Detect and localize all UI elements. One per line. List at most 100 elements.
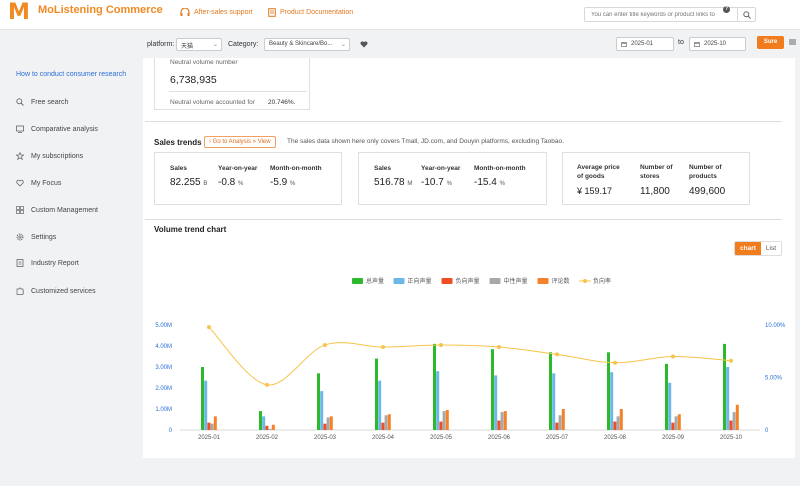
legend-label: 正向声量 xyxy=(408,277,432,285)
logo-icon[interactable]: M xyxy=(8,0,30,25)
docs-link[interactable]: Product Documentation xyxy=(268,8,353,17)
legend-label: 中性声量 xyxy=(504,277,528,285)
stores-label-line1: Number of xyxy=(640,164,673,171)
report-icon xyxy=(16,259,24,267)
search-field[interactable] xyxy=(584,7,756,22)
sidebar-item-my-subscriptions[interactable]: My subscriptions xyxy=(16,152,83,160)
line-point xyxy=(671,354,675,359)
yoy-unit: % xyxy=(446,181,452,187)
legend-swatch xyxy=(352,278,363,284)
main-content xyxy=(143,58,795,458)
stores-label: Number of stores xyxy=(640,163,673,181)
yoy-label: Year-on-year xyxy=(218,165,258,172)
compare-icon xyxy=(16,125,24,133)
start-date-picker[interactable]: 2025-01 xyxy=(616,37,674,51)
bar-2 xyxy=(436,371,440,430)
bar-3 xyxy=(323,423,327,430)
bar-5 xyxy=(735,404,739,430)
bar-5 xyxy=(445,410,449,430)
bar-3 xyxy=(439,421,443,430)
legend-label: 负向率 xyxy=(593,277,611,285)
list-toggle-button[interactable]: List xyxy=(760,242,782,255)
bar-1 xyxy=(491,349,494,430)
line-point xyxy=(729,358,733,363)
yoy-unit: % xyxy=(238,181,244,187)
x-tick-label: 2025-01 xyxy=(198,435,221,441)
docs-label: Product Documentation xyxy=(280,9,354,16)
bar-3 xyxy=(729,420,733,430)
sidebar-item-custom-management[interactable]: Custom Management xyxy=(16,206,98,214)
sidebar-item-label: Free search xyxy=(31,98,69,106)
sidebar-item-customized-services[interactable]: Customized services xyxy=(16,287,96,295)
bar-1 xyxy=(607,352,610,430)
platform-value: 天猫 xyxy=(181,44,194,50)
app-title[interactable]: MoListening Commerce xyxy=(38,4,163,16)
go-to-analysis-button[interactable]: › Go to Analysis » View xyxy=(204,136,276,148)
sales-number: 516.78 xyxy=(374,177,405,188)
neutral-share-value: 20.746%. xyxy=(268,99,296,106)
price-label-line1: Average price xyxy=(577,164,620,171)
bar-1 xyxy=(665,363,668,430)
legend-swatch xyxy=(441,278,453,284)
bar-1 xyxy=(259,411,262,430)
line-point xyxy=(323,342,327,347)
bar-2 xyxy=(726,367,730,430)
sidebar-item-my-focus[interactable]: My Focus xyxy=(16,179,61,187)
yoy-value: -0.8 % xyxy=(218,177,243,188)
heart-icon xyxy=(16,179,24,187)
y-left-tick-label: 1.00M xyxy=(155,407,172,413)
sales-number: 82.255 xyxy=(170,177,201,188)
sales-label: Sales xyxy=(170,165,187,172)
document-icon xyxy=(268,8,276,17)
legend-label: 评论数 xyxy=(552,277,570,285)
sidebar-item-label: Comparative analysis xyxy=(31,125,98,133)
sales-trends-title: Sales trends xyxy=(154,138,202,147)
bar-2 xyxy=(320,391,324,430)
platform-select[interactable]: 天猫 ⌄ xyxy=(176,38,222,51)
platform-label: platform: xyxy=(147,41,175,48)
puzzle-icon xyxy=(16,287,24,295)
mom-number: -5.9 xyxy=(270,177,288,188)
bar-4 xyxy=(268,428,272,430)
chart-toggle-button[interactable]: chart xyxy=(735,242,761,255)
sidebar-item-settings[interactable]: Settings xyxy=(16,233,56,241)
sidebar-item-industry-report[interactable]: Industry Report xyxy=(16,259,79,267)
sidebar-item-free-search[interactable]: Free search xyxy=(16,98,68,106)
sure-button[interactable]: Sure xyxy=(757,36,784,49)
after-sales-link[interactable]: After-sales support xyxy=(180,8,253,17)
date-to-label: to xyxy=(678,39,684,46)
price-value: ¥ 159.17 xyxy=(577,186,613,196)
line-series xyxy=(208,326,732,386)
mom-label: Month-on-month xyxy=(270,165,322,172)
category-select[interactable]: Beauty & Skincare/Bo... ⌄ xyxy=(264,38,350,51)
sidebar-item-comparative-analysis[interactable]: Comparative analysis xyxy=(16,125,98,133)
y-right-tick-label: 5.00% xyxy=(765,376,783,382)
bar-5 xyxy=(619,409,623,430)
line-point xyxy=(613,360,617,365)
sales-unit: B xyxy=(203,181,208,187)
end-date-picker[interactable]: 2025-10 xyxy=(689,37,746,51)
bar-1 xyxy=(723,343,726,430)
bar-5 xyxy=(387,414,391,430)
bar-4 xyxy=(558,415,562,430)
sidebar-heading[interactable]: How to conduct consumer research xyxy=(16,71,127,78)
products-label-line2: products xyxy=(689,173,717,180)
products-label: Number of products xyxy=(689,163,722,181)
filter-bar: platform: 天猫 ⌄ Category: Beauty & Skinca… xyxy=(142,31,800,57)
bar-4 xyxy=(210,423,214,430)
end-date-value: 2025-10 xyxy=(704,41,727,47)
help-icon[interactable]: ? xyxy=(723,6,730,13)
category-value: Beauty & Skincare/Bo... xyxy=(269,41,333,47)
x-tick-label: 2025-04 xyxy=(372,435,395,441)
mom-number: -15.4 xyxy=(474,177,497,188)
neutral-share-label: Neutral volume accounted for xyxy=(170,99,255,106)
bar-3 xyxy=(265,425,269,430)
after-sales-label: After-sales support xyxy=(194,9,253,16)
sidebar-item-label: My Focus xyxy=(31,179,62,187)
y-left-tick-label: 0 xyxy=(169,428,173,434)
search-button[interactable] xyxy=(737,8,755,21)
search-input[interactable] xyxy=(591,10,725,20)
menu-icon[interactable] xyxy=(789,39,796,45)
heart-icon[interactable] xyxy=(360,41,368,48)
line-point xyxy=(381,345,385,350)
